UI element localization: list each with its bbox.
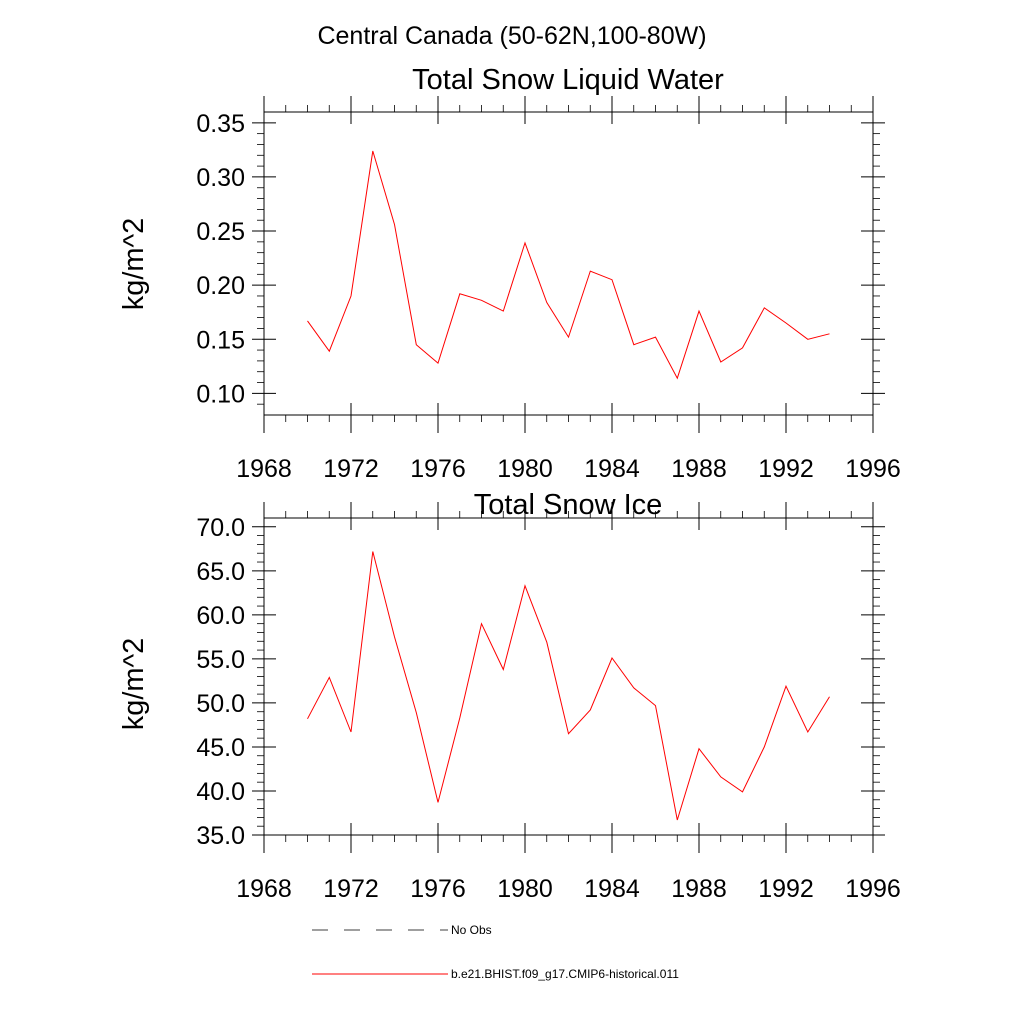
y-tick-label: 55.0 (196, 646, 245, 674)
x-tick-label: 1988 (671, 875, 727, 903)
panel-title: Total Snow Liquid Water (412, 64, 724, 96)
x-tick-label: 1984 (584, 455, 640, 483)
x-tick-label: 1992 (758, 455, 814, 483)
x-tick-label: 1968 (236, 875, 292, 903)
x-tick-label: 1984 (584, 875, 640, 903)
plot-frame (263, 111, 874, 416)
x-tick-label: 1972 (323, 875, 379, 903)
y-axis-label: kg/m^2 (118, 218, 150, 311)
y-tick-label: 0.25 (196, 218, 245, 246)
tick-labels: 1968 1972 1976 1980 1984 1988 1992 1996 0.10 0.15… (196, 110, 900, 483)
axis-ticks (252, 502, 885, 853)
x-tick-label: 1976 (410, 455, 466, 483)
x-tick-label: 1976 (410, 875, 466, 903)
x-tick-label: 1968 (236, 455, 292, 483)
y-tick-label: 0.15 (196, 326, 245, 354)
x-tick-label: 1980 (497, 455, 553, 483)
tick-labels: 1968 1972 1976 1980 1984 1988 1992 1996 35.0 40.0… (196, 514, 900, 903)
panel-snow-ice: Total Snow Ice kg/m^2 1968 1972 1976 1980 19… (118, 489, 901, 903)
panel-snow-liquid-water: Total Snow Liquid Water kg/m^2 1968 1972 1… (118, 64, 901, 483)
legend-label-model: b.e21.BHIST.f09_g17.CMIP6-historical.011 (451, 967, 679, 981)
y-tick-label: 50.0 (196, 690, 245, 718)
legend-label-no-obs: No Obs (451, 923, 492, 937)
series-line-model (307, 150, 830, 380)
y-tick-label: 35.0 (196, 822, 245, 850)
series-lines (307, 150, 830, 380)
axis-ticks (252, 96, 885, 433)
x-tick-label: 1996 (845, 455, 901, 483)
series-lines (307, 551, 830, 821)
y-tick-label: 0.10 (196, 380, 245, 408)
figure-title: Central Canada (50-62N,100-80W) (317, 22, 706, 50)
y-tick-label: 40.0 (196, 778, 245, 806)
x-tick-label: 1972 (323, 455, 379, 483)
x-tick-label: 1988 (671, 455, 727, 483)
x-tick-label: 1996 (845, 875, 901, 903)
series-line-model (307, 551, 830, 821)
y-tick-label: 70.0 (196, 514, 245, 542)
y-tick-label: 65.0 (196, 558, 245, 586)
y-tick-label: 0.35 (196, 110, 245, 138)
panel-title: Total Snow Ice (474, 489, 663, 521)
y-tick-label: 0.20 (196, 272, 245, 300)
y-tick-label: 45.0 (196, 734, 245, 762)
y-tick-label: 60.0 (196, 602, 245, 630)
y-tick-label: 0.30 (196, 164, 245, 192)
x-tick-label: 1992 (758, 875, 814, 903)
x-tick-label: 1980 (497, 875, 553, 903)
plot-frame (263, 517, 874, 836)
legend: No Obs b.e21.BHIST.f09_g17.CMIP6-histori… (312, 923, 679, 981)
y-axis-label: kg/m^2 (118, 638, 150, 731)
